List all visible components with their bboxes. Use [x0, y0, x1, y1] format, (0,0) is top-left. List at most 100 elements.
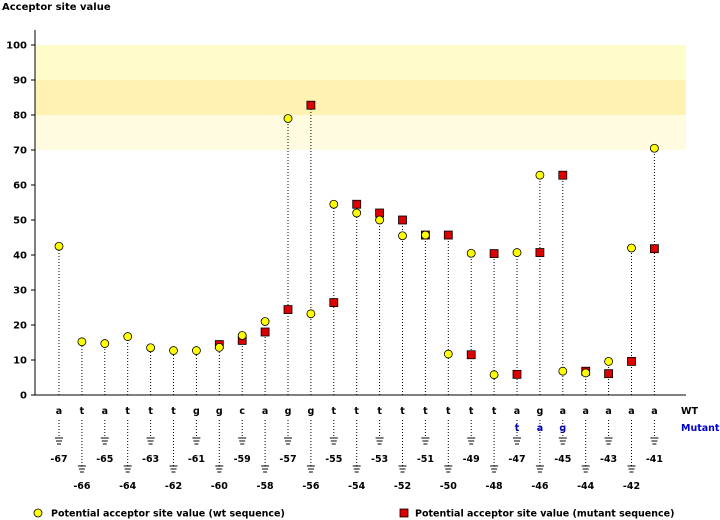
mutant-point: [489, 249, 499, 259]
wt-point: [54, 241, 64, 251]
legend-wt-swatch: [33, 508, 43, 518]
wt-point: [191, 346, 201, 355]
position-label: -47: [508, 454, 525, 465]
wt-base: a: [582, 406, 588, 417]
position-label: -48: [486, 481, 504, 492]
mutant-point: [398, 215, 407, 225]
wt-base: a: [605, 406, 611, 417]
position-label: -65: [96, 454, 113, 465]
wt-point: [581, 368, 591, 378]
position-label: -50: [440, 481, 458, 492]
highlight-band: [35, 45, 686, 80]
y-axis-title: Acceptor site value: [2, 2, 111, 13]
y-tick-label: 40: [13, 251, 27, 262]
wt-point: [443, 349, 453, 359]
mutant-point: [260, 327, 270, 337]
position-label: -64: [119, 481, 137, 492]
wt-point: [627, 243, 636, 253]
wt-base: a: [651, 406, 657, 417]
position-label: -52: [394, 481, 411, 492]
wt-base: c: [239, 406, 245, 417]
wt-row-label: WT: [681, 406, 698, 417]
mutant-point: [650, 244, 659, 254]
wt-base: a: [56, 406, 62, 417]
wt-point: [512, 248, 522, 257]
wt-point: [398, 231, 407, 241]
wt-base: t: [400, 406, 405, 417]
wt-point: [466, 248, 476, 258]
position-label: -46: [531, 481, 549, 492]
wt-base: a: [262, 406, 268, 417]
y-tick-label: 70: [13, 146, 27, 157]
position-label: -53: [371, 454, 388, 465]
wt-base: t: [377, 406, 382, 417]
position-label: -44: [577, 481, 595, 492]
wt-point: [100, 339, 110, 348]
wt-base: a: [628, 406, 634, 417]
mutant-point: [558, 170, 568, 180]
position-label: -55: [325, 454, 342, 465]
mutant-point: [306, 100, 316, 110]
wt-point: [283, 114, 293, 123]
y-tick-label: 50: [13, 216, 27, 227]
wt-point: [329, 199, 339, 209]
legend-mutant-label: Potential acceptor site value (mutant se…: [415, 509, 674, 520]
position-label: -51: [417, 454, 434, 465]
wt-base: t: [80, 406, 85, 417]
position-label: -59: [234, 454, 251, 465]
wt-base: g: [193, 406, 200, 417]
wt-base: a: [102, 406, 108, 417]
position-label: -60: [211, 481, 229, 492]
position-label: -56: [302, 481, 320, 492]
position-label: -66: [73, 481, 91, 492]
wt-point: [489, 370, 499, 380]
wt-base: t: [469, 406, 474, 417]
y-tick-label: 90: [13, 76, 27, 87]
mutant-point: [604, 369, 613, 379]
legend: Potential acceptor site value (wt sequen…: [33, 508, 674, 520]
wt-point: [169, 346, 178, 355]
highlight-bands: [35, 45, 686, 150]
position-label: -45: [554, 454, 571, 465]
mutant-point: [627, 356, 636, 366]
position-label: -42: [623, 481, 640, 492]
y-tick-label: 60: [13, 181, 27, 192]
wt-point: [146, 343, 156, 353]
y-tick-label: 30: [13, 286, 27, 297]
position-label: -49: [463, 454, 480, 465]
position-label: -43: [600, 454, 617, 465]
wt-point: [420, 230, 430, 240]
wt-base: a: [560, 406, 566, 417]
mutant-row-label: Mutant: [681, 423, 720, 434]
wt-point: [352, 208, 362, 218]
sequence-rows: a -67 t -66 a -65 t -64 t -63 t -62 g -61 g -60 c -59 a -58…: [50, 406, 720, 492]
wt-base: a: [514, 406, 520, 417]
wt-base: t: [125, 406, 130, 417]
wt-point: [375, 215, 385, 225]
wt-point: [535, 170, 545, 180]
y-tick-label: 100: [6, 41, 27, 52]
highlight-band: [35, 115, 686, 150]
position-label: -61: [188, 454, 205, 465]
position-label: -63: [142, 454, 159, 465]
wt-point: [77, 337, 87, 347]
position-label: -67: [50, 454, 67, 465]
mutant-base: g: [559, 423, 566, 434]
mutant-point: [329, 298, 339, 308]
data-markers: [54, 100, 659, 380]
wt-base: t: [332, 406, 337, 417]
y-tick-label: 80: [13, 111, 27, 122]
y-tick-label: 20: [13, 321, 27, 332]
wt-point: [123, 332, 133, 341]
wt-point: [306, 309, 316, 319]
position-label: -58: [257, 481, 275, 492]
legend-wt-label: Potential acceptor site value (wt sequen…: [51, 509, 285, 520]
wt-point: [558, 366, 568, 376]
mutant-base: a: [537, 423, 543, 434]
position-label: -54: [348, 481, 366, 492]
wt-base: t: [492, 406, 497, 417]
position-label: -62: [165, 481, 182, 492]
wt-point: [260, 317, 270, 326]
